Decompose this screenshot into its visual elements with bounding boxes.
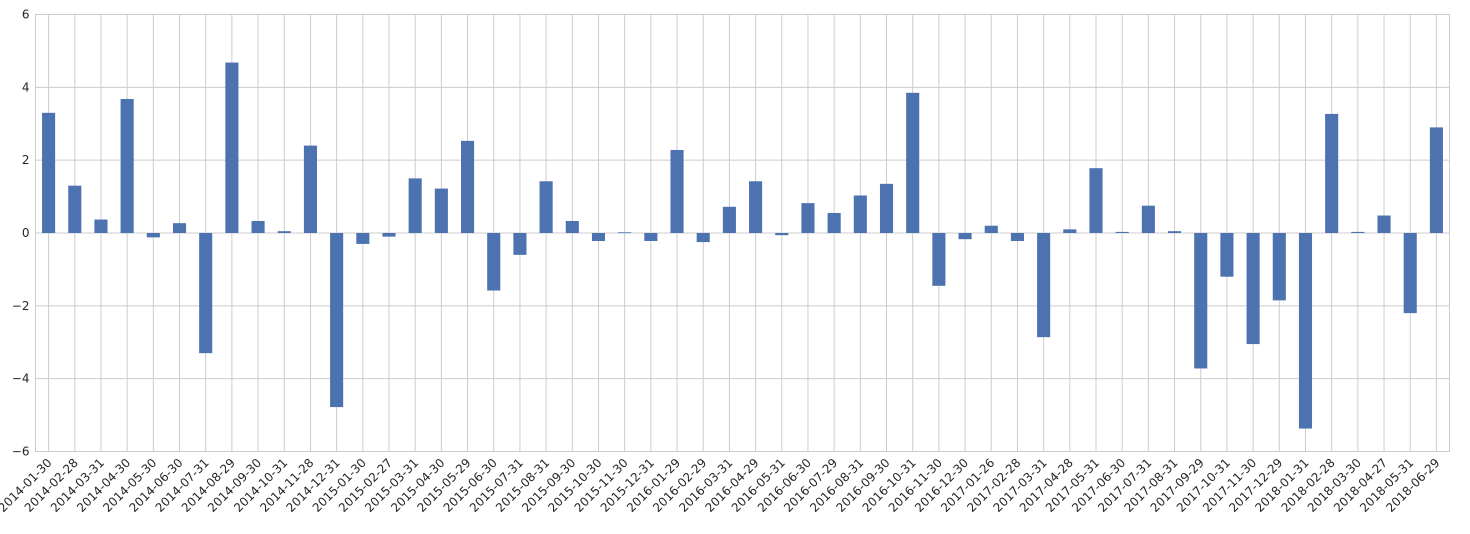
bar-2016-03-31 — [722, 206, 736, 233]
bar-2018-05-31 — [1403, 233, 1417, 314]
bar-2017-06-30 — [1115, 231, 1129, 233]
bar-2016-01-29 — [670, 149, 684, 233]
bar-2016-09-30 — [879, 183, 894, 233]
bar-2017-11-30 — [1246, 233, 1260, 345]
bar-2017-08-31 — [1168, 231, 1182, 233]
bar-2014-08-29 — [225, 62, 239, 233]
bar-2018-06-29 — [1429, 127, 1443, 233]
y-tick-label: 6 — [22, 8, 30, 22]
bar-2015-02-27 — [382, 233, 396, 237]
bar-2017-04-28 — [1063, 229, 1077, 233]
x-axis-ticks: 2014-01-302014-02-282014-03-312014-04-30… — [0, 456, 1443, 515]
y-tick-label: −6 — [12, 445, 30, 459]
bars — [42, 62, 1443, 429]
bar-2017-07-31 — [1141, 205, 1155, 233]
y-tick-label: 4 — [22, 80, 30, 94]
bar-2016-02-29 — [696, 233, 710, 243]
bar-2014-02-28 — [68, 185, 82, 233]
bar-2014-07-31 — [199, 233, 213, 354]
bar-2014-05-30 — [146, 233, 160, 238]
bar-2015-07-31 — [513, 233, 527, 255]
bar-2016-12-30 — [958, 233, 972, 240]
bar-2014-11-28 — [303, 145, 317, 233]
bar-2018-02-28 — [1325, 113, 1339, 233]
plot-frame — [35, 14, 1450, 452]
bar-2014-12-31 — [330, 233, 344, 408]
bar-2016-05-31 — [775, 233, 789, 236]
y-tick-label: −4 — [12, 372, 30, 386]
bar-2015-08-31 — [539, 181, 553, 233]
bar-2016-08-31 — [853, 195, 867, 233]
bar-2018-03-30 — [1351, 231, 1365, 233]
bar-2016-07-29 — [827, 212, 841, 233]
bar-2016-04-29 — [749, 181, 763, 233]
bar-2017-03-31 — [1037, 233, 1051, 338]
bar-2014-04-30 — [120, 98, 134, 233]
bar-2017-02-28 — [1010, 233, 1024, 242]
bar-2015-09-30 — [565, 220, 579, 233]
bar-2014-06-30 — [172, 223, 187, 233]
bar-2017-01-26 — [984, 225, 998, 233]
y-tick-label: 2 — [22, 153, 30, 167]
bar-2016-06-30 — [801, 203, 815, 233]
bar-2015-06-30 — [487, 233, 501, 291]
bar-2018-01-31 — [1298, 233, 1313, 429]
bar-2015-11-30 — [618, 232, 632, 234]
bar-2015-03-31 — [408, 178, 422, 233]
bar-2015-05-29 — [461, 140, 475, 233]
bar-2017-05-31 — [1089, 168, 1103, 233]
bar-2014-10-31 — [277, 231, 291, 233]
bar-2015-04-30 — [434, 188, 448, 233]
y-axis-ticks: 6 4 2 0 −2 −4 −6 — [12, 8, 30, 459]
bar-2017-10-31 — [1220, 233, 1234, 277]
bar-2018-04-27 — [1377, 215, 1391, 233]
bar-2014-03-31 — [94, 219, 108, 233]
bar-2016-11-30 — [932, 233, 946, 286]
grid — [35, 14, 1450, 452]
bar-2016-10-31 — [906, 92, 920, 233]
y-tick-label: 0 — [22, 226, 30, 240]
bar-2014-09-30 — [251, 220, 265, 233]
bar-2017-09-29 — [1194, 233, 1208, 369]
bar-2014-01-30 — [42, 112, 56, 233]
bar-2015-01-30 — [356, 233, 370, 244]
y-tick-label: −2 — [12, 299, 30, 313]
bar-2015-12-31 — [644, 233, 658, 242]
bar-2017-12-29 — [1272, 233, 1286, 301]
bar-2015-10-30 — [591, 233, 606, 242]
